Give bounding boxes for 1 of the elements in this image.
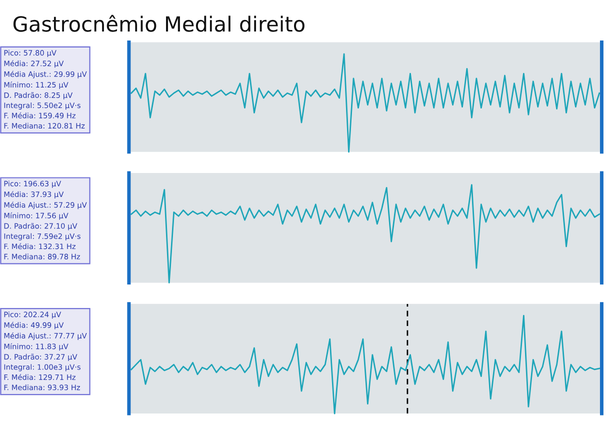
chart-title: Gastrocnêmio Medial direito: [13, 14, 304, 32]
